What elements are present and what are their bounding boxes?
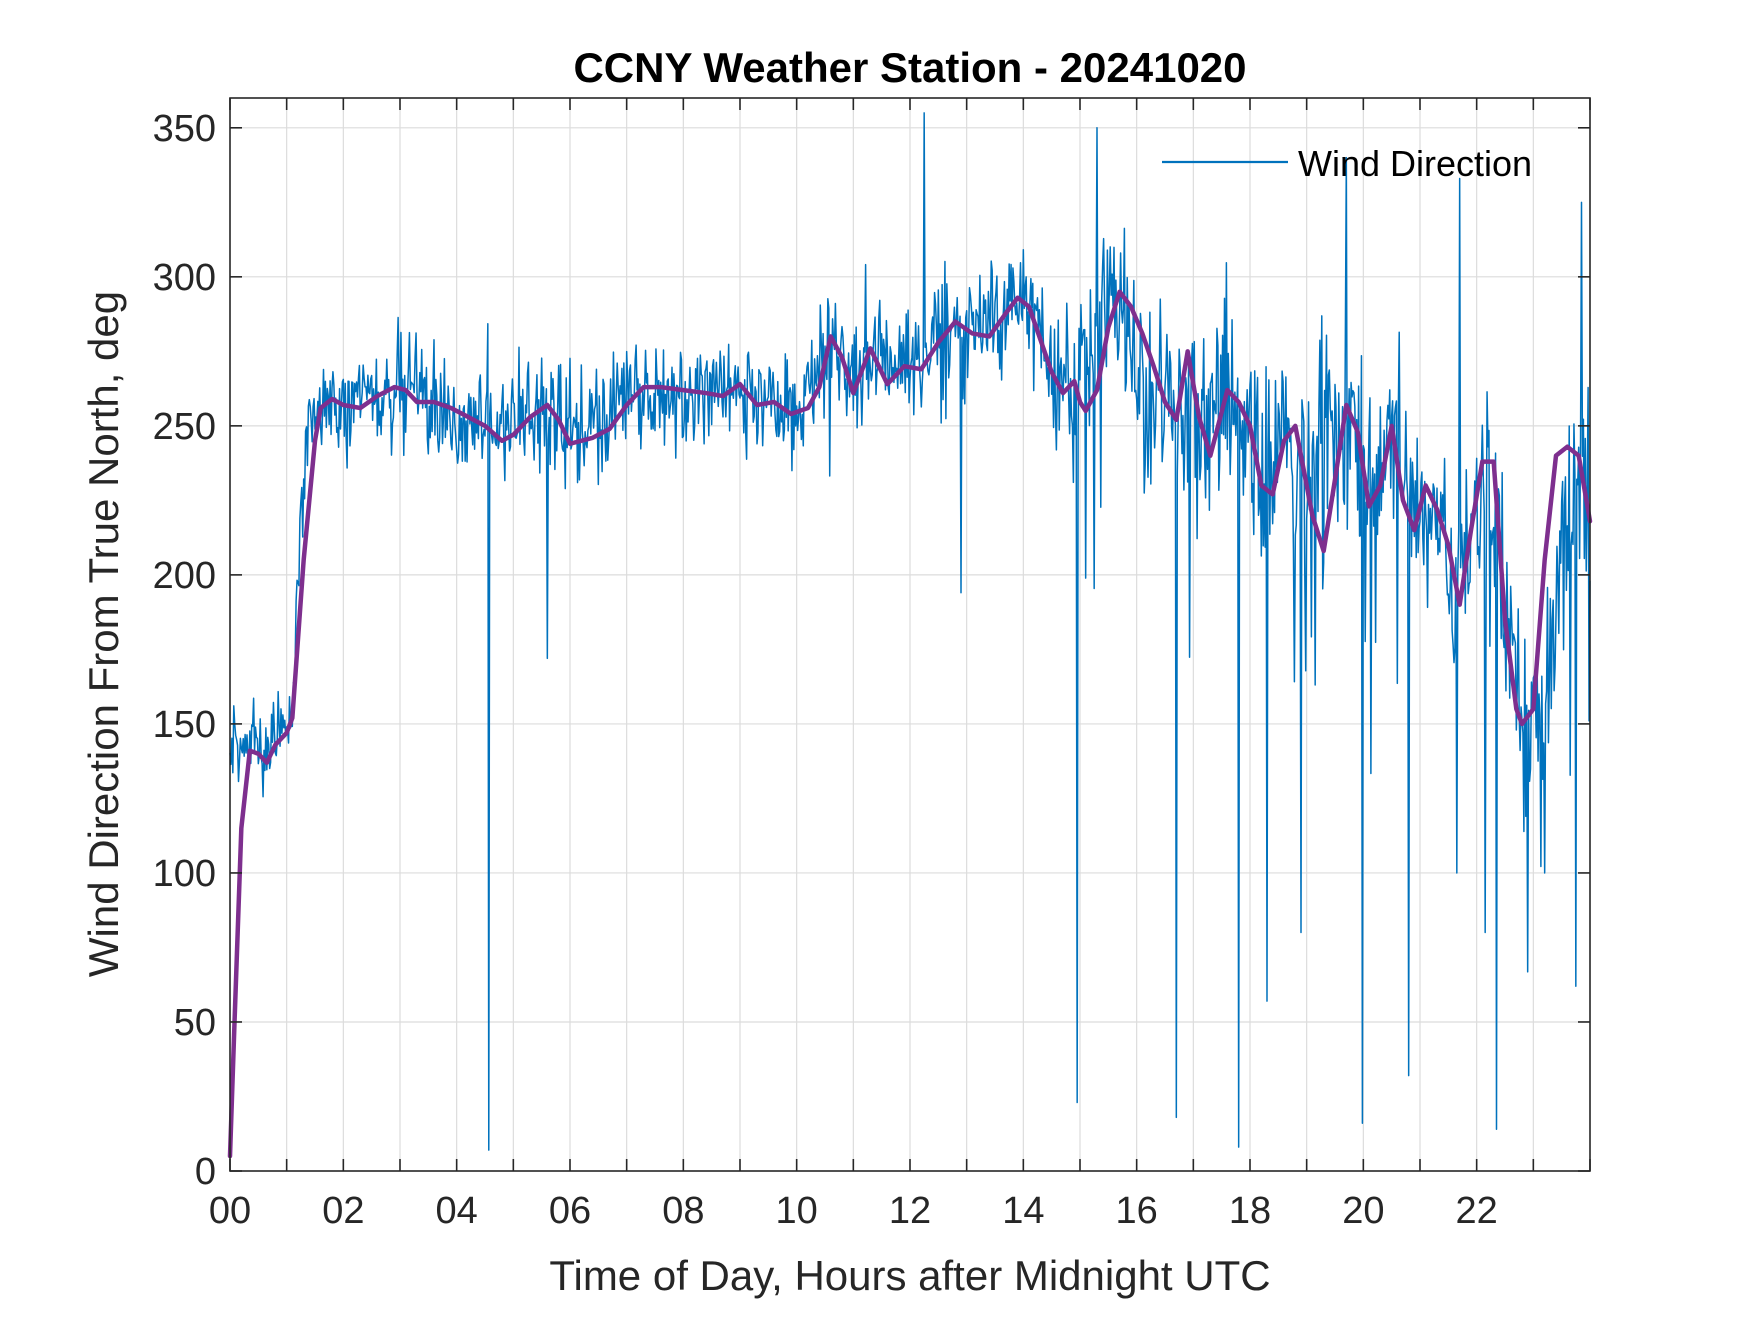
tick-marks: [229, 98, 1591, 1172]
y-tick-label: 50: [174, 1002, 216, 1044]
y-tick-label: 100: [153, 853, 216, 895]
y-axis-label: Wind Direction From True North, deg: [80, 291, 127, 977]
x-tick-label: 22: [1456, 1190, 1498, 1232]
x-tick-label: 18: [1229, 1190, 1271, 1232]
legend-label-wind-direction: Wind Direction: [1298, 143, 1532, 184]
legend: Wind Direction: [1162, 143, 1532, 184]
x-tick-label: 14: [1002, 1190, 1044, 1232]
x-tick-label: 04: [436, 1190, 478, 1232]
x-tick-label: 02: [322, 1190, 364, 1232]
x-tick-label: 20: [1342, 1190, 1384, 1232]
x-axis-label: Time of Day, Hours after Midnight UTC: [549, 1252, 1270, 1299]
chart-title: CCNY Weather Station - 20241020: [573, 44, 1246, 91]
y-tick-label: 250: [153, 406, 216, 448]
x-tick-label: 10: [776, 1190, 818, 1232]
x-tick-label: 06: [549, 1190, 591, 1232]
x-tick-label: 12: [889, 1190, 931, 1232]
x-tick-label: 16: [1116, 1190, 1158, 1232]
series-line-smoothed: [227, 289, 1593, 1159]
y-tick-label: 350: [153, 108, 216, 150]
series-line-wind-direction: [229, 112, 1591, 1151]
y-tick-label: 0: [195, 1151, 216, 1193]
x-tick-label: 00: [209, 1190, 251, 1232]
y-tick-label: 200: [153, 555, 216, 597]
x-tick-label: 08: [662, 1190, 704, 1232]
y-tick-label: 300: [153, 257, 216, 299]
y-tick-label: 150: [153, 704, 216, 746]
tick-labels: 00 02 04 06 08 10 12 14 16 18 20 22 0 50 100 150 200 250 3…: [153, 108, 1498, 1232]
series-layer: [227, 112, 1593, 1159]
